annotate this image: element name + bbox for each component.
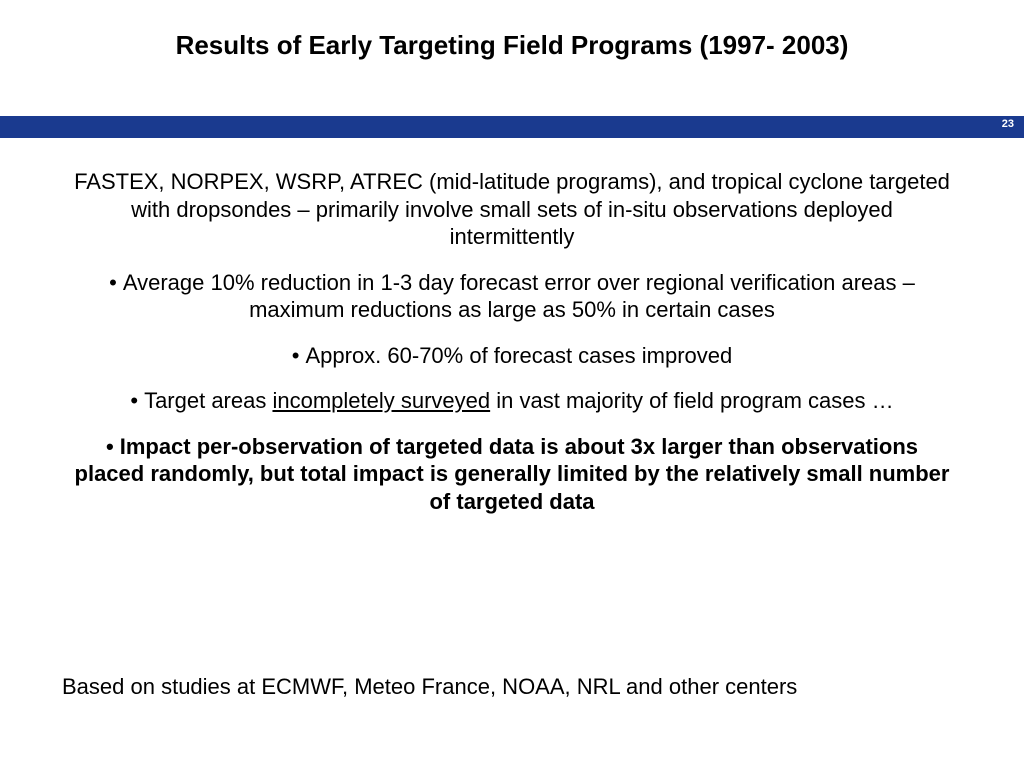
bullet-1: •Average 10% reduction in 1-3 day foreca… xyxy=(70,269,954,324)
bullet-1-text: Average 10% reduction in 1-3 day forecas… xyxy=(123,270,915,323)
slide-body: FASTEX, NORPEX, WSRP, ATREC (mid-latitud… xyxy=(70,168,954,533)
bullet-dot-icon: • xyxy=(292,343,300,368)
slide-title: Results of Early Targeting Field Program… xyxy=(0,30,1024,61)
bullet-3: •Target areas incompletely surveyed in v… xyxy=(70,387,954,415)
footer-note: Based on studies at ECMWF, Meteo France,… xyxy=(62,674,797,700)
bullet-dot-icon: • xyxy=(106,434,114,459)
bullet-3-pre: Target areas xyxy=(144,388,272,413)
divider-bar: 23 xyxy=(0,116,1024,138)
bullet-2: •Approx. 60-70% of forecast cases improv… xyxy=(70,342,954,370)
intro-paragraph: FASTEX, NORPEX, WSRP, ATREC (mid-latitud… xyxy=(70,168,954,251)
bullet-3-post: in vast majority of field program cases … xyxy=(490,388,893,413)
bullet-2-text: Approx. 60-70% of forecast cases improve… xyxy=(305,343,732,368)
bullet-3-underlined: incompletely surveyed xyxy=(272,388,490,413)
bullet-4: •Impact per-observation of targeted data… xyxy=(70,433,954,516)
bullet-dot-icon: • xyxy=(109,270,117,295)
title-area: Results of Early Targeting Field Program… xyxy=(0,0,1024,61)
bullet-dot-icon: • xyxy=(130,388,138,413)
page-number: 23 xyxy=(1002,118,1014,130)
bullet-4-text: Impact per-observation of targeted data … xyxy=(75,434,950,514)
